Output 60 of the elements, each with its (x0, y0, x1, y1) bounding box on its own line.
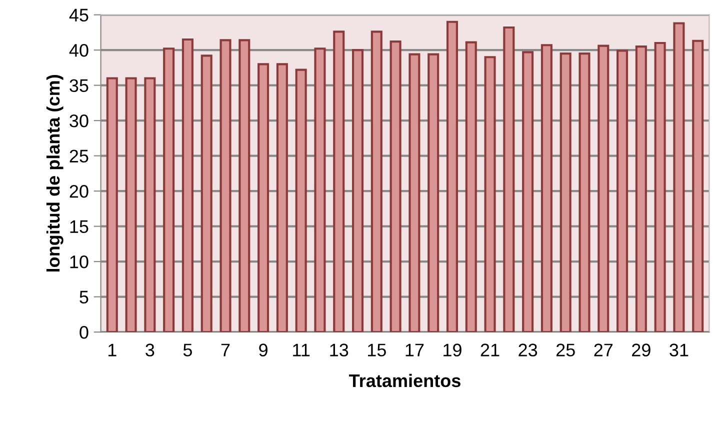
bar (428, 53, 440, 332)
y-tick-label: 40 (69, 44, 88, 57)
bar (314, 48, 326, 332)
x-tick-label: 3 (146, 344, 154, 356)
y-tick-label: 30 (70, 114, 88, 128)
bar (616, 50, 628, 332)
bar (465, 41, 477, 332)
bar (238, 39, 250, 332)
bar (370, 30, 382, 332)
x-tick-label: 19 (444, 344, 462, 356)
bar (182, 38, 194, 332)
x-tick-label: 15 (368, 344, 386, 356)
bar (673, 22, 685, 332)
bar (522, 51, 534, 332)
x-tick-label: 5 (183, 344, 192, 356)
y-axis-title: longitud de planta (cm) (46, 75, 64, 272)
x-tick-label: 25 (556, 344, 575, 356)
x-tick-label: 27 (594, 344, 613, 356)
bar (163, 48, 175, 332)
x-tick-label: 11 (293, 344, 310, 356)
bar (484, 56, 496, 332)
y-tick-label: 0 (80, 326, 88, 339)
y-tick-label: 25 (70, 150, 88, 163)
y-tick-label: 15 (70, 220, 88, 234)
x-tick-label: 7 (221, 344, 230, 356)
bar (446, 20, 458, 332)
x-tick-label: 13 (330, 344, 348, 356)
x-tick-label: 23 (518, 344, 538, 356)
bar (503, 26, 515, 332)
x-tick-label: 29 (632, 344, 650, 356)
bar (560, 52, 572, 332)
bar (200, 54, 212, 332)
bar (408, 53, 420, 332)
bar (125, 77, 137, 332)
x-tick-label: 31 (670, 344, 688, 356)
bar (333, 30, 345, 332)
x-tick-label: 9 (259, 344, 268, 356)
bar (220, 39, 232, 332)
bar (635, 45, 647, 332)
bar (258, 63, 270, 332)
bar (276, 63, 288, 332)
bar (144, 77, 156, 332)
bar (598, 44, 610, 332)
bar (295, 68, 307, 332)
y-tick-label: 5 (80, 290, 88, 304)
x-tick-label: 17 (406, 344, 424, 356)
y-tick-label: 20 (70, 184, 88, 198)
bar (540, 44, 552, 332)
bar (390, 40, 402, 332)
y-tick-label: 45 (69, 8, 88, 22)
x-axis-title: Tratamientos (349, 374, 460, 388)
y-tick-label: 10 (70, 255, 88, 268)
bar (352, 49, 364, 332)
bar (106, 77, 118, 332)
bar (654, 42, 666, 332)
bar (578, 52, 590, 332)
x-tick-label: 1 (108, 344, 116, 356)
x-tick-label: 21 (480, 344, 500, 356)
y-tick-label: 35 (70, 79, 88, 92)
bar (692, 40, 704, 332)
